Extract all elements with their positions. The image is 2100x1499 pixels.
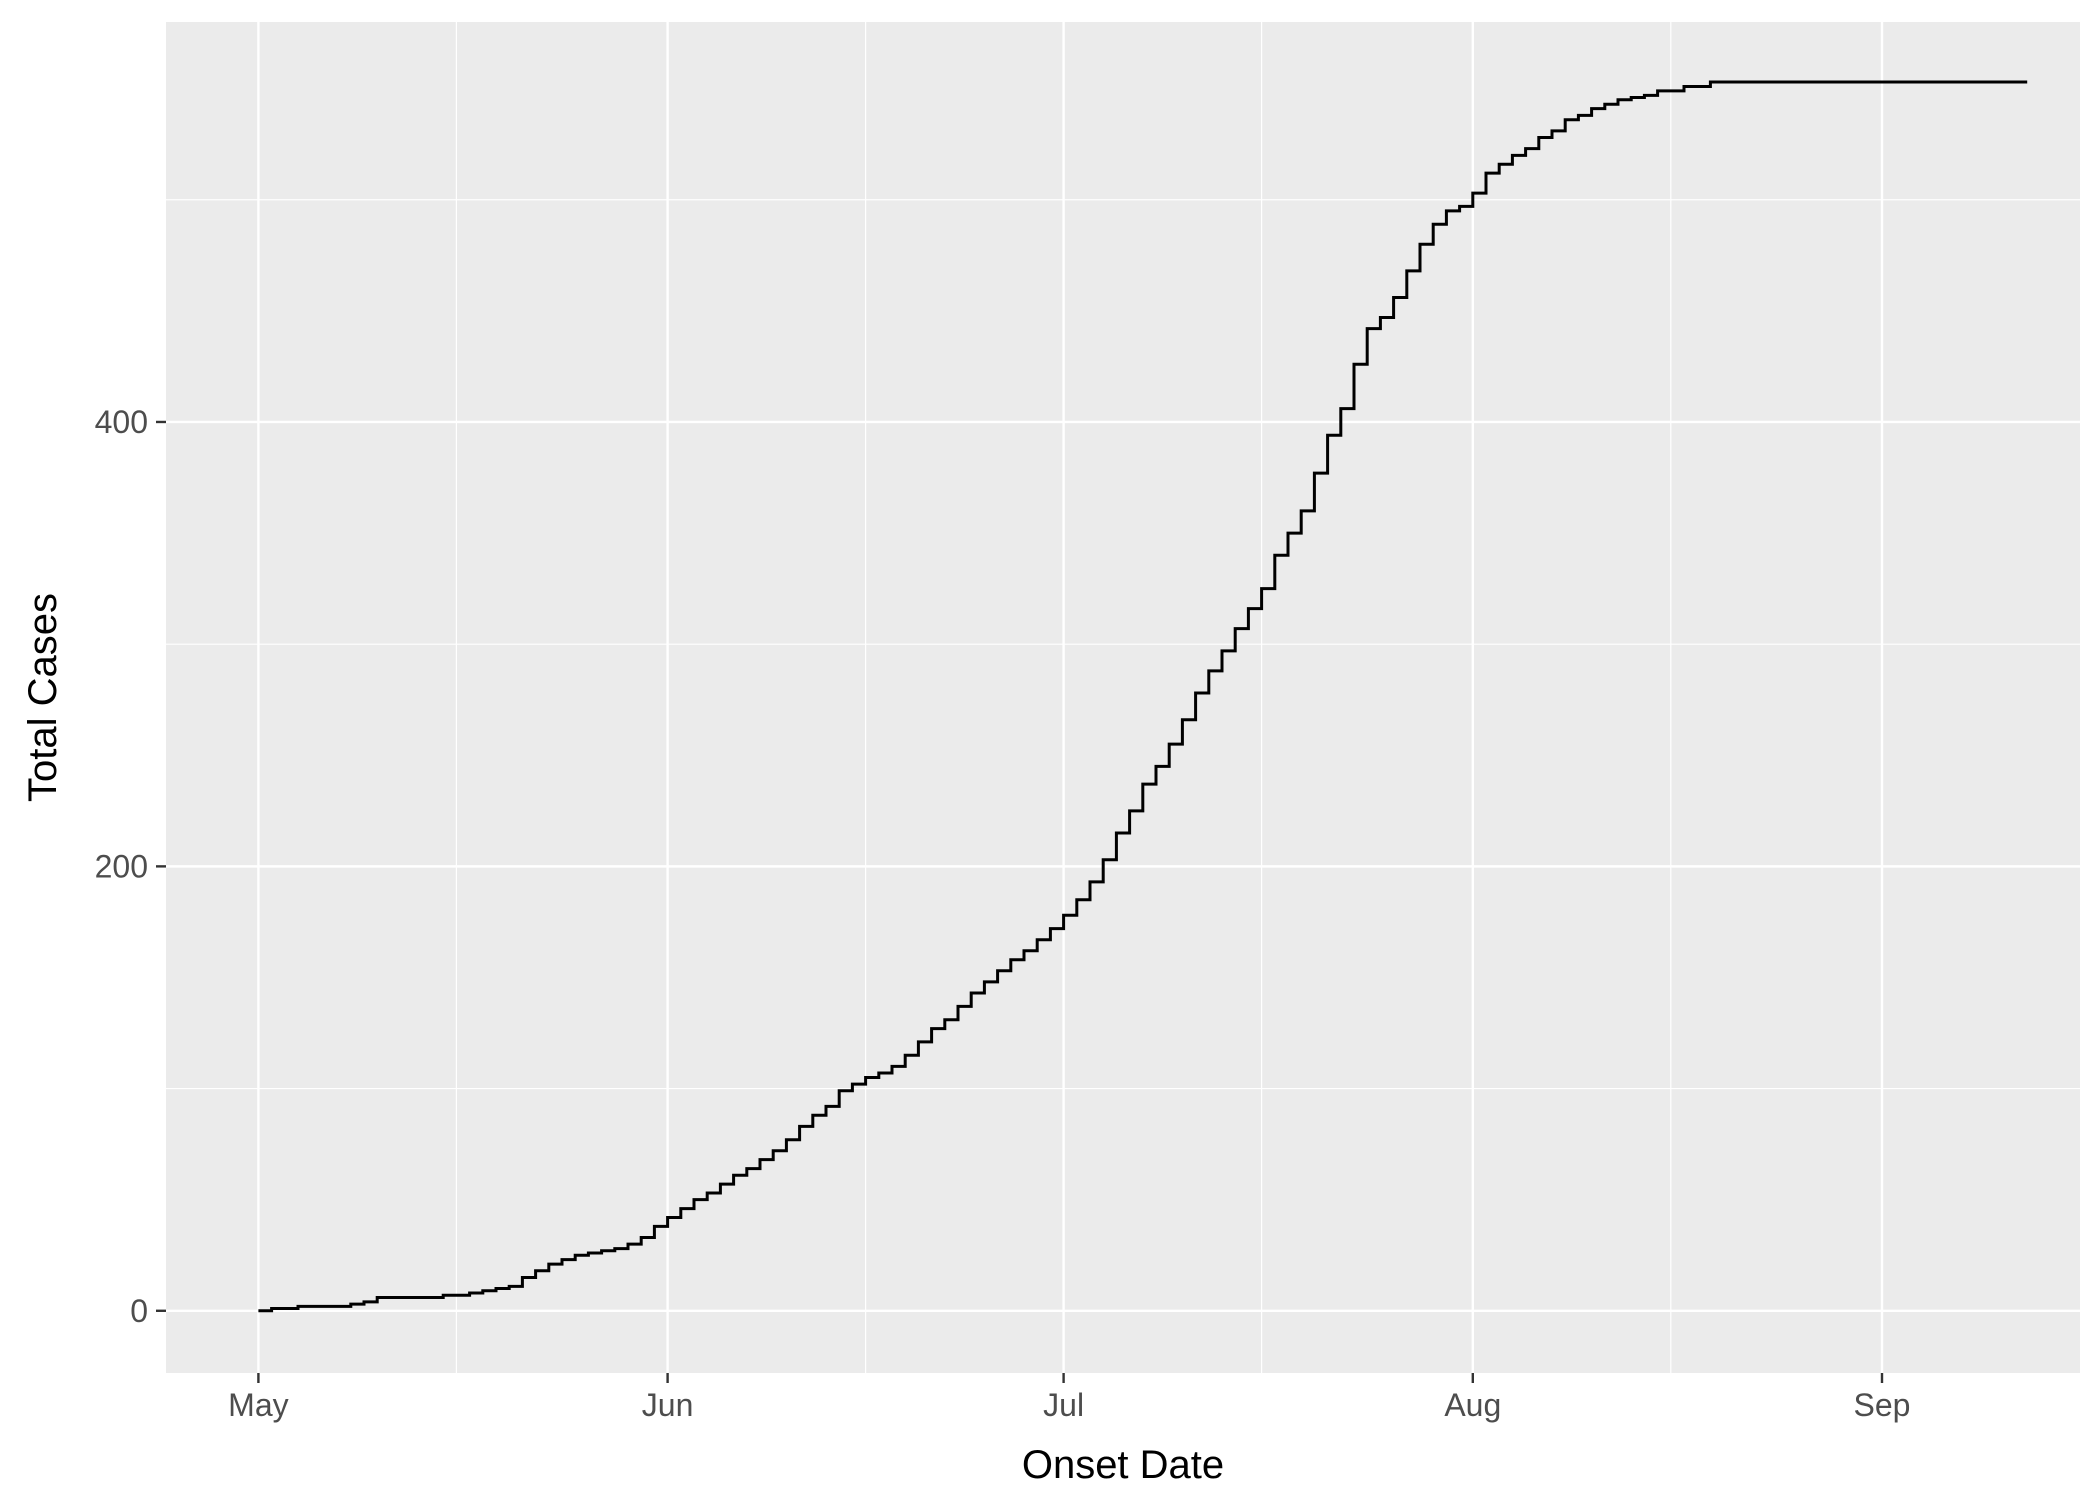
minor-gridlines (166, 22, 2080, 1373)
y-tick-label: 0 (130, 1293, 148, 1329)
y-axis-title: Total Cases (21, 593, 65, 802)
x-tick-label: Aug (1444, 1387, 1501, 1423)
panel-background (166, 22, 2080, 1373)
series-layer (258, 80, 2028, 1313)
cumulative-step-line (258, 80, 2028, 1313)
y-axis: 0 200 400 (95, 404, 166, 1329)
y-tick-label: 400 (95, 404, 148, 440)
x-tick-label: Jun (642, 1387, 694, 1423)
x-axis: May Jun Jul Aug Sep (228, 1373, 1910, 1423)
y-tick-label: 200 (95, 848, 148, 884)
major-gridlines (166, 22, 2080, 1373)
x-tick-label: Sep (1854, 1387, 1911, 1423)
x-axis-title: Onset Date (1022, 1443, 1224, 1487)
x-tick-label: Jul (1043, 1387, 1084, 1423)
x-tick-label: May (228, 1387, 288, 1423)
